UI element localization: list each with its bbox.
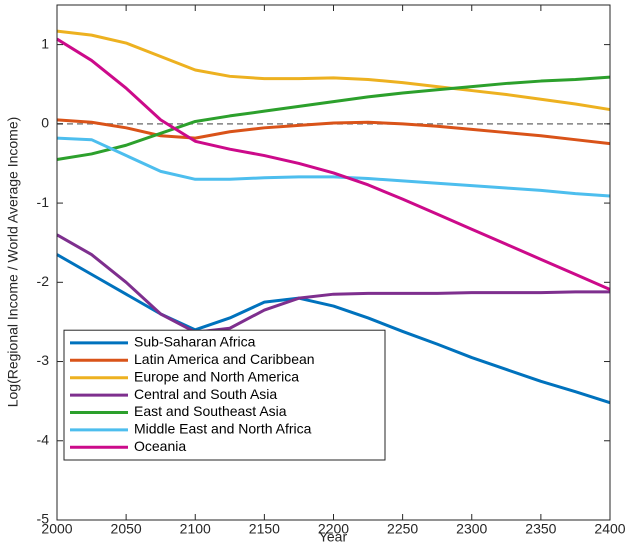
x-tick-label: 2150	[249, 521, 280, 537]
y-tick-label: -2	[37, 273, 50, 289]
x-tick-label: 2300	[456, 521, 487, 537]
series-line	[56, 118, 611, 146]
x-tick-label: 2100	[180, 521, 211, 537]
y-tick-label: -1	[37, 194, 50, 210]
x-tick-label: 2250	[387, 521, 418, 537]
y-tick-label: 1	[41, 35, 49, 51]
x-tick-label: 2000	[41, 521, 72, 537]
x-tick-label: 2350	[525, 521, 556, 537]
series-line	[56, 136, 611, 198]
y-tick-label: -5	[37, 511, 50, 527]
y-tick-label: -3	[37, 352, 50, 368]
y-tick-label: -4	[37, 431, 50, 447]
legend-label: Latin America and Caribbean	[134, 351, 315, 367]
x-tick-label: 2050	[111, 521, 142, 537]
y-axis-label: Log(Regional Income / World Average Inco…	[5, 117, 21, 408]
x-tick-label: 2200	[318, 521, 349, 537]
x-tick-label: 2400	[594, 521, 625, 537]
series-line	[56, 233, 610, 334]
series-line	[56, 253, 611, 405]
legend-label: Central and South Asia	[134, 386, 277, 402]
series-line	[56, 37, 611, 291]
legend-label: Middle East and North Africa	[134, 421, 312, 437]
legend-label: East and Southeast Asia	[134, 403, 287, 419]
legend-label: Sub-Saharan Africa	[134, 334, 256, 350]
legend-label: Europe and North America	[134, 368, 299, 384]
y-tick-label: 0	[41, 115, 49, 131]
x-axis-label: Year	[319, 529, 348, 545]
series-line	[56, 29, 611, 112]
series-line	[56, 75, 611, 161]
legend-label: Oceania	[134, 438, 186, 454]
